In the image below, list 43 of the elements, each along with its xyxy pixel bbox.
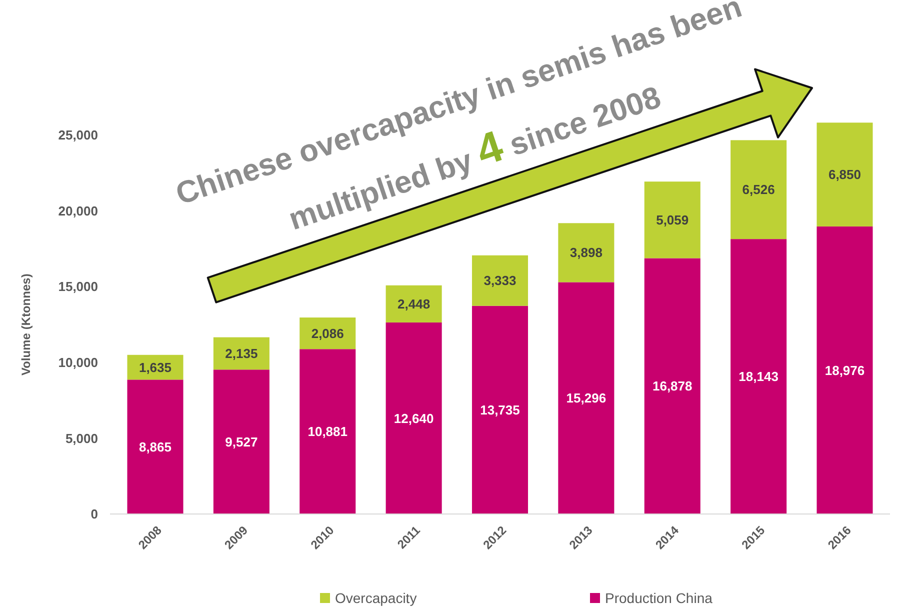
bar	[730, 140, 787, 240]
bar	[644, 182, 700, 258]
bar	[816, 226, 873, 514]
bar	[386, 322, 442, 514]
bar	[558, 282, 614, 514]
bar	[127, 380, 184, 514]
data-label: 1,635	[138, 360, 172, 375]
bar	[730, 239, 787, 514]
legend-label: Overcapacity	[335, 590, 417, 606]
y-tick-label: 5,000	[65, 430, 98, 446]
bar	[644, 258, 700, 514]
data-label: 10,881	[308, 424, 348, 440]
data-label: 15,296	[566, 390, 606, 406]
y-axis-title: Volume (Ktonnes)	[19, 274, 33, 376]
bar	[300, 349, 356, 514]
data-label: 5,059	[656, 212, 689, 228]
data-label: 6,850	[828, 167, 862, 182]
data-label: 2,448	[398, 296, 430, 312]
y-tick-label: 20,000	[58, 203, 98, 218]
data-label: 2,135	[225, 346, 258, 362]
legend-label: Production China	[605, 590, 713, 606]
data-label: 8,865	[138, 439, 172, 454]
data-label: 2,086	[311, 326, 344, 341]
y-tick-label: 0	[90, 506, 98, 522]
data-label: 12,640	[394, 410, 434, 426]
bar	[472, 255, 528, 306]
data-label: 18,976	[824, 362, 865, 378]
bar	[386, 285, 442, 322]
data-label: 18,143	[738, 369, 778, 384]
bar	[213, 337, 270, 370]
y-tick-label: 10,000	[58, 355, 98, 370]
bar	[213, 370, 270, 514]
data-label: 13,735	[480, 402, 520, 418]
data-label: 3,898	[570, 245, 602, 260]
data-label: 6,526	[742, 182, 775, 198]
bar	[816, 122, 873, 226]
bar	[558, 223, 614, 282]
data-label: 3,333	[484, 273, 516, 288]
data-label: 16,878	[652, 378, 692, 394]
bar	[472, 306, 528, 514]
y-tick-label: 15,000	[58, 279, 98, 294]
data-label: 9,527	[225, 434, 258, 450]
y-tick-label: 25,000	[58, 128, 98, 143]
